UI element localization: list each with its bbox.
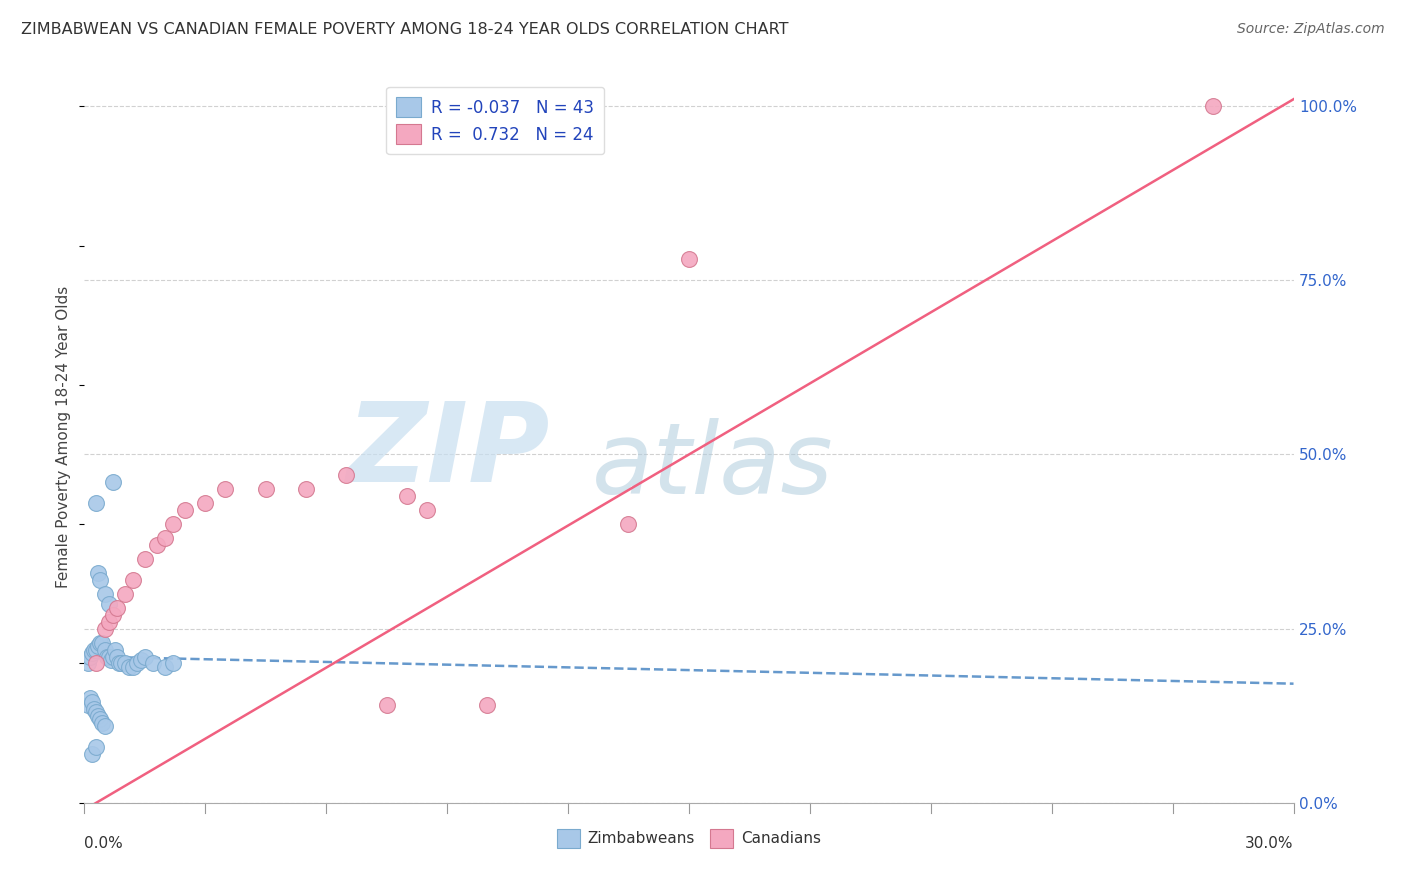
Point bbox=[93, 719, 115, 733]
Point bbox=[87, 566, 110, 580]
Text: 30.0%: 30.0% bbox=[1246, 836, 1294, 851]
Point bbox=[153, 660, 176, 674]
Point bbox=[82, 747, 104, 761]
Point bbox=[100, 653, 122, 667]
Point bbox=[134, 552, 156, 566]
Point bbox=[375, 698, 398, 713]
Point bbox=[86, 642, 108, 657]
Point bbox=[477, 698, 499, 713]
Point bbox=[134, 649, 156, 664]
Point bbox=[162, 517, 184, 532]
Point bbox=[93, 587, 115, 601]
Point bbox=[89, 712, 111, 726]
Point bbox=[107, 657, 129, 671]
Point bbox=[101, 607, 124, 622]
Point bbox=[89, 573, 111, 587]
Point bbox=[395, 489, 418, 503]
Point bbox=[82, 695, 104, 709]
Point bbox=[105, 649, 128, 664]
Point bbox=[214, 483, 236, 497]
Point bbox=[87, 708, 110, 723]
Point bbox=[142, 657, 165, 671]
Point bbox=[97, 615, 120, 629]
Text: Source: ZipAtlas.com: Source: ZipAtlas.com bbox=[1237, 22, 1385, 37]
Point bbox=[97, 597, 120, 611]
Point bbox=[96, 649, 118, 664]
Point bbox=[125, 657, 148, 671]
Point bbox=[87, 639, 110, 653]
Point bbox=[118, 660, 141, 674]
Point bbox=[86, 705, 108, 719]
Point bbox=[91, 635, 114, 649]
Point bbox=[86, 740, 108, 755]
Point bbox=[110, 657, 132, 671]
Point bbox=[104, 642, 127, 657]
Point bbox=[617, 517, 640, 532]
Point bbox=[146, 538, 169, 552]
Point bbox=[114, 657, 136, 671]
Point bbox=[153, 531, 176, 545]
Point bbox=[83, 642, 105, 657]
Point bbox=[416, 503, 439, 517]
Point bbox=[77, 657, 100, 671]
Point bbox=[93, 622, 115, 636]
Point bbox=[97, 649, 120, 664]
Point bbox=[89, 635, 111, 649]
Point bbox=[79, 691, 101, 706]
Point bbox=[121, 660, 143, 674]
Point bbox=[101, 649, 124, 664]
Text: ZIP: ZIP bbox=[346, 398, 550, 505]
Point bbox=[114, 587, 136, 601]
Text: ZIMBABWEAN VS CANADIAN FEMALE POVERTY AMONG 18-24 YEAR OLDS CORRELATION CHART: ZIMBABWEAN VS CANADIAN FEMALE POVERTY AM… bbox=[21, 22, 789, 37]
Point bbox=[129, 653, 152, 667]
Point bbox=[335, 468, 357, 483]
Point bbox=[91, 715, 114, 730]
Point bbox=[174, 503, 197, 517]
Point bbox=[121, 573, 143, 587]
Legend: Zimbabweans, Canadians: Zimbabweans, Canadians bbox=[551, 822, 827, 854]
Point bbox=[194, 496, 217, 510]
Point bbox=[254, 483, 277, 497]
Point bbox=[82, 646, 104, 660]
Point bbox=[86, 496, 108, 510]
Point bbox=[79, 649, 101, 664]
Point bbox=[101, 475, 124, 490]
Text: 0.0%: 0.0% bbox=[84, 836, 124, 851]
Point bbox=[83, 702, 105, 716]
Point bbox=[105, 600, 128, 615]
Point bbox=[678, 252, 700, 267]
Y-axis label: Female Poverty Among 18-24 Year Olds: Female Poverty Among 18-24 Year Olds bbox=[56, 286, 72, 588]
Point bbox=[77, 698, 100, 713]
Point bbox=[1202, 99, 1225, 113]
Point bbox=[93, 642, 115, 657]
Point bbox=[295, 483, 318, 497]
Text: atlas: atlas bbox=[592, 417, 834, 515]
Point bbox=[162, 657, 184, 671]
Point bbox=[86, 657, 108, 671]
